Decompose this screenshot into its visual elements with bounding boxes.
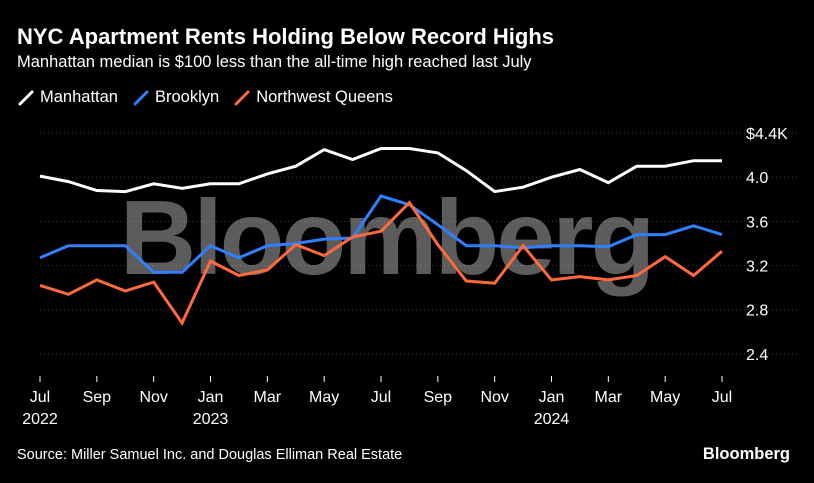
x-tick-label-2: Sep: [83, 389, 112, 406]
x-tick-label-24: Jul: [712, 389, 732, 406]
x-tick-label-16: Nov: [480, 389, 508, 406]
legend-swatch-northwest-queens: [234, 90, 250, 105]
legend-label-manhattan: Manhattan: [40, 88, 118, 106]
y-tick-label-2-4: 2.4: [746, 347, 768, 364]
chart-legend: Manhattan Brooklyn Northwest Queens: [17, 88, 407, 107]
y-tick-label-2-8: 2.8: [746, 303, 768, 320]
x-tick-label-18: Jan: [539, 389, 565, 406]
x-tick-label-22: May: [650, 389, 680, 406]
x-tick-year-2023: 2023: [193, 411, 229, 428]
series-line-northwest-queens: [39, 200, 723, 327]
y-tick-label-4-0: 4.0: [746, 170, 768, 187]
series-line-brooklyn: [39, 194, 723, 274]
y-axis-ticks: $4.4K 4.0 3.6 3.2 2.8 2.4: [746, 126, 788, 364]
x-tick-label-12: Jul: [371, 389, 391, 406]
x-tick-label-20: Mar: [595, 389, 623, 406]
series-lines: [39, 147, 723, 327]
x-tick-label-0: Jul: [30, 389, 50, 406]
x-tick-label-10: May: [309, 389, 339, 406]
x-tick-year-2024: 2024: [534, 411, 570, 428]
y-tick-label-3-2: 3.2: [746, 259, 768, 276]
x-tick-label-14: Sep: [424, 389, 453, 406]
legend-swatch-manhattan: [18, 90, 34, 105]
y-tick-label-3-6: 3.6: [746, 214, 768, 231]
x-tick-label-6: Jan: [198, 389, 224, 406]
legend-label-northwest-queens: Northwest Queens: [256, 88, 393, 106]
chart-subtitle: Manhattan median is $100 less than the a…: [17, 53, 532, 71]
chart-title: NYC Apartment Rents Holding Below Record…: [17, 24, 555, 49]
x-tick-year-2022: 2022: [22, 411, 58, 428]
legend-label-brooklyn: Brooklyn: [154, 88, 220, 106]
series-line-manhattan: [39, 147, 722, 194]
x-axis-ticks: Jul 2022 Sep Nov Jan 2023 Mar May Jul Sep Nov Jan 20…: [22, 376, 732, 428]
x-tick-label-8: Mar: [254, 389, 282, 406]
legend-swatch-brooklyn: [133, 90, 149, 105]
legend-item-northwest-queens: Northwest Queens: [233, 88, 393, 107]
x-tick-label-4: Nov: [139, 389, 167, 406]
legend-item-brooklyn: Brooklyn: [132, 88, 219, 107]
bloomberg-logo: Bloomberg: [702, 445, 790, 463]
legend-item-manhattan: Manhattan: [17, 88, 118, 107]
y-tick-label-4-4k: $4.4K: [746, 126, 788, 143]
source-note: Source: Miller Samuel Inc. and Douglas E…: [17, 447, 403, 463]
